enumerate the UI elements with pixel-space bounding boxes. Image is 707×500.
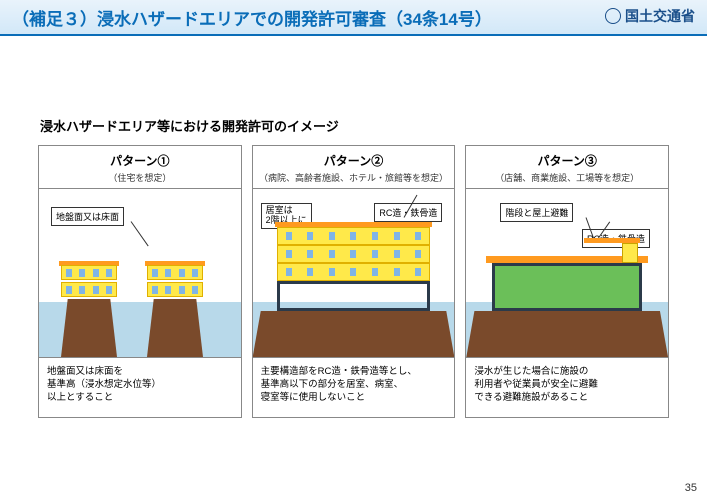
panel-figure-2: 居室は2階以上に RC造・鉄骨造: [253, 189, 455, 357]
floor-2: [147, 265, 203, 280]
panel-figure-3: 階段と屋上避難 RC造・鉄骨造: [466, 189, 668, 357]
floor-1: [147, 282, 203, 297]
panel-head: パターン① （住宅を想定）: [39, 146, 241, 189]
label-rc-steel: RC造・鉄骨造: [374, 203, 442, 222]
ground-mound: [147, 299, 203, 357]
panel-title: パターン②: [257, 152, 451, 169]
floor-1: [61, 282, 117, 297]
page-title: （補足３）浸水ハザードエリアでの開発許可審査（34条14号）: [12, 5, 492, 30]
panel-pattern-1: パターン① （住宅を想定） 地盤面又は床面 地盤面又は床面を基準高（浸水想定水位…: [38, 145, 242, 418]
panel-head: パターン③ （店舗、商業施設、工場等を想定）: [466, 146, 668, 189]
ground-layer: [466, 311, 668, 357]
building: [277, 222, 431, 281]
section-subtitle: 浸水ハザードエリア等における開発許可のイメージ: [40, 116, 707, 135]
story-3: [277, 227, 431, 245]
story-1: [277, 263, 431, 281]
panel-pattern-3: パターン③ （店舗、商業施設、工場等を想定） 階段と屋上避難 RC造・鉄骨造 浸…: [465, 145, 669, 418]
building: [492, 263, 642, 311]
ministry-text: 国土交通省: [625, 6, 695, 26]
house: [61, 265, 117, 299]
page-number: 35: [685, 482, 697, 494]
panel-subtitle: （住宅を想定）: [43, 171, 237, 184]
refuge-roof: [584, 238, 640, 243]
pointer-line: [131, 221, 149, 246]
panel-title: パターン①: [43, 152, 237, 169]
panel-subtitle: （店舗、商業施設、工場等を想定）: [470, 171, 664, 184]
pattern-panels: パターン① （住宅を想定） 地盤面又は床面 地盤面又は床面を基準高（浸水想定水位…: [0, 145, 707, 418]
ministry-icon: [605, 8, 621, 24]
panel-pattern-2: パターン② （病院、高齢者施設、ホテル・旅館等を想定） 居室は2階以上に RC造…: [252, 145, 456, 418]
panel-description: 地盤面又は床面を基準高（浸水想定水位等）以上とすること: [39, 357, 241, 417]
panel-description: 主要構造部をRC造・鉄骨造等とし、基準高以下の部分を居室、病室、寝室等に使用しな…: [253, 357, 455, 417]
rooftop-refuge: [622, 243, 638, 263]
panel-figure-1: 地盤面又は床面: [39, 189, 241, 357]
ministry-label: 国土交通省: [605, 6, 695, 26]
label-ground-floor: 地盤面又は床面: [51, 207, 124, 226]
ground-mound: [61, 299, 117, 357]
ground-layer: [253, 311, 455, 357]
story-2: [277, 245, 431, 263]
panel-head: パターン② （病院、高齢者施設、ホテル・旅館等を想定）: [253, 146, 455, 189]
title-bar: （補足３）浸水ハザードエリアでの開発許可審査（34条14号） 国土交通省: [0, 0, 707, 36]
house: [147, 265, 203, 299]
floor-2: [61, 265, 117, 280]
label-stairs-roof: 階段と屋上避難: [500, 203, 573, 222]
panel-subtitle: （病院、高齢者施設、ホテル・旅館等を想定）: [257, 171, 451, 184]
panel-description: 浸水が生じた場合に施設の利用者や従業員が安全に避難できる避難施設があること: [466, 357, 668, 417]
rc-frame-base: [277, 281, 431, 311]
panel-title: パターン③: [470, 152, 664, 169]
